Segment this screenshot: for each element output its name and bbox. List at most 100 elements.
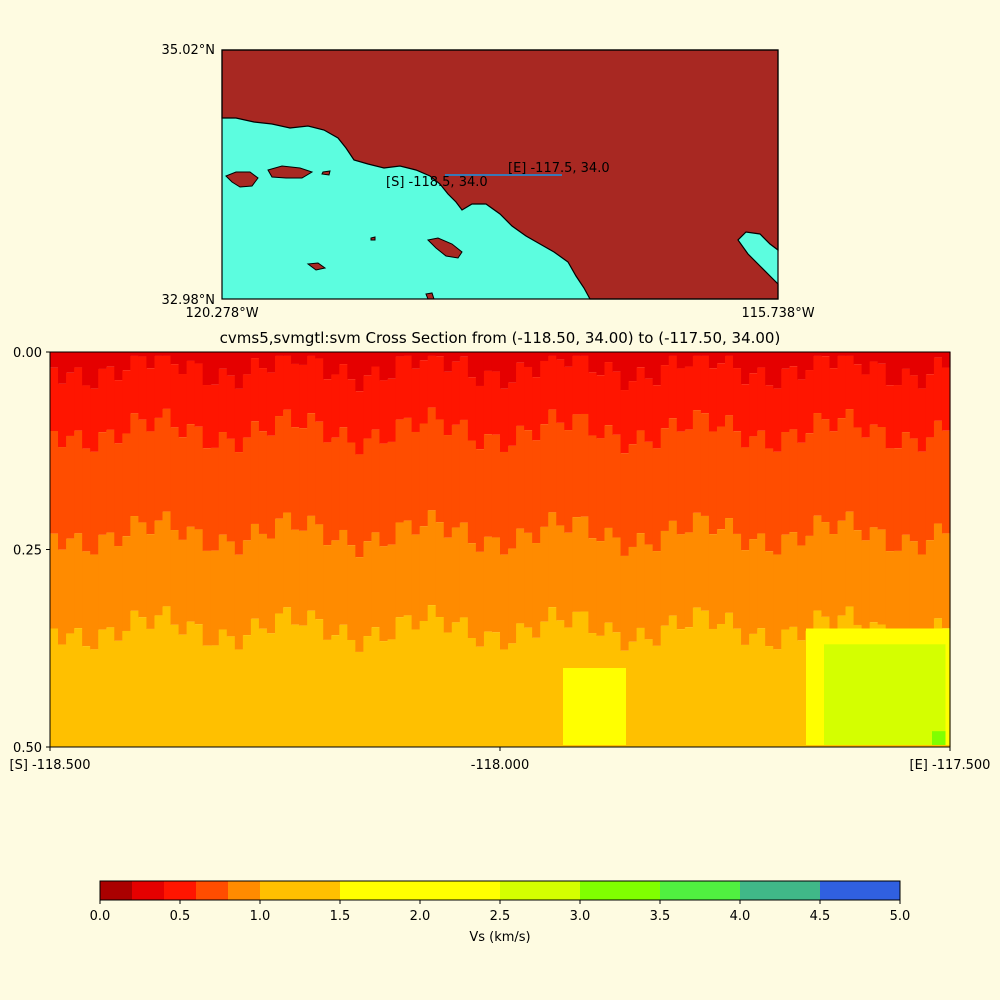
section-cell: [932, 731, 946, 745]
section-cell: [475, 449, 485, 552]
section-cell: [58, 447, 67, 550]
section-cell: [258, 368, 268, 432]
section-cell: [676, 431, 686, 535]
section-cell: [725, 352, 734, 356]
section-cell: [877, 426, 887, 530]
section-cell: [853, 530, 863, 625]
section-cell: [725, 355, 734, 416]
section-cell: [307, 515, 316, 611]
section-cell: [941, 430, 951, 534]
section-cell: [146, 628, 156, 747]
section-cell: [114, 546, 123, 641]
section-cell: [588, 352, 598, 373]
colorbar-label: Vs (km/s): [469, 930, 530, 945]
section-cell: [154, 520, 164, 616]
section-cell: [797, 545, 806, 641]
section-cell: [660, 428, 670, 531]
section-cell: [556, 620, 565, 747]
section-cell: [821, 356, 831, 420]
section-cell: [733, 368, 742, 432]
section-cell: [684, 429, 694, 533]
section-cell: [524, 627, 533, 747]
section-cell: [90, 451, 99, 555]
section-cell: [733, 352, 742, 369]
colorbar-tick-label: 3.0: [570, 909, 591, 924]
section-cell: [925, 437, 935, 541]
section-cell: [178, 634, 188, 747]
section-cell: [869, 527, 879, 623]
section-cell: [644, 378, 654, 442]
section-cell: [138, 356, 148, 420]
section-cell: [824, 644, 946, 745]
section-cell: [548, 607, 557, 747]
island: [267, 165, 314, 179]
section-cell: [660, 530, 670, 626]
section-cell: [146, 352, 156, 369]
section-cell: [210, 447, 220, 551]
section-cell: [692, 410, 702, 513]
section-cell: [90, 554, 99, 650]
section-cell: [491, 537, 501, 633]
section-cell: [226, 375, 236, 439]
section-cell: [82, 385, 91, 449]
section-cell: [580, 355, 589, 414]
section-cell: [122, 433, 131, 537]
section-cell: [162, 606, 172, 747]
section-cell: [821, 352, 831, 357]
section-cell: [596, 438, 606, 542]
section-cell: [692, 352, 702, 356]
section-cell: [692, 607, 702, 747]
section-cell: [540, 424, 549, 527]
section-cell: [877, 529, 887, 625]
section-cell: [853, 352, 863, 365]
section-cell: [773, 554, 782, 650]
section-cell: [130, 610, 139, 747]
section-cell: [250, 352, 260, 359]
section-cell: [234, 452, 244, 555]
section-cell: [427, 352, 437, 356]
section-cell: [451, 352, 461, 362]
section-cell: [355, 557, 364, 652]
section-cell: [202, 352, 212, 386]
section-cell: [106, 627, 115, 747]
section-cell: [516, 528, 525, 624]
section-cell: [347, 639, 356, 747]
section-cell: [242, 352, 252, 375]
section-cell: [82, 551, 91, 647]
section-cell: [58, 383, 67, 448]
section-cell: [58, 549, 67, 645]
section-cell: [186, 424, 196, 527]
section-cell: [813, 515, 823, 611]
section-cell: [853, 364, 863, 428]
section-cell: [106, 532, 115, 628]
section-cell: [331, 352, 340, 375]
section-cell: [459, 522, 469, 618]
section-cell: [178, 374, 188, 438]
section-cell: [355, 454, 364, 558]
section-cell: [556, 422, 565, 526]
section-cell: [98, 352, 107, 369]
section-cell: [242, 374, 252, 438]
section-cell: [218, 352, 228, 369]
section-cell: [146, 431, 156, 535]
section-cell: [419, 526, 429, 621]
section-cell: [596, 541, 606, 636]
section-cell: [749, 373, 758, 437]
section-cell: [901, 534, 911, 630]
section-cell: [331, 540, 340, 636]
section-cell: [82, 352, 91, 386]
section-cell: [708, 628, 718, 747]
section-cell: [805, 370, 814, 434]
section-cell: [700, 352, 710, 356]
section-cell: [660, 352, 670, 366]
section-cell: [749, 352, 758, 374]
section-cell: [283, 607, 292, 747]
section-cell: [901, 368, 911, 433]
section-cell: [162, 355, 172, 409]
section-cell: [548, 355, 557, 410]
section-cell: [483, 352, 493, 371]
section-cell: [516, 425, 525, 529]
section-cell: [299, 352, 308, 365]
section-cell: [266, 538, 276, 634]
section-cell: [716, 529, 726, 624]
